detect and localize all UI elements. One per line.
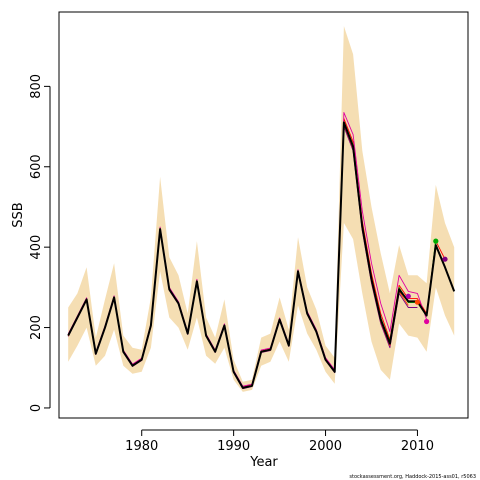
credit-note: stockassessment.org, Haddock-2015-ass01,… (349, 474, 476, 480)
y-axis: 0 200 400 600 800 (29, 74, 51, 412)
y-tick-label: 400 (29, 235, 44, 260)
terminal-point-4 (414, 299, 420, 305)
x-tick-label: 1980 (125, 439, 158, 454)
x-tick-label: 1990 (217, 439, 250, 454)
terminal-point-3 (424, 318, 430, 325)
terminal-point-5 (405, 293, 411, 299)
x-tick-label: 2000 (309, 439, 342, 454)
terminal-point-1 (442, 256, 448, 262)
y-tick-label: 800 (29, 74, 44, 99)
x-axis-label: Year (249, 455, 278, 470)
confidence-band (68, 26, 455, 392)
y-tick-label: 600 (29, 154, 44, 179)
confidence-band-layer (68, 26, 455, 392)
terminal-point-2 (433, 238, 439, 244)
y-tick-label: 200 (29, 315, 44, 340)
x-tick-label: 2010 (401, 439, 434, 454)
ssb-main-line (67, 121, 456, 389)
y-axis-label: SSB (11, 202, 26, 227)
y-tick-label: 0 (29, 404, 44, 412)
terminal-points-layer (405, 238, 448, 325)
series-layer (67, 112, 456, 390)
plot-frame (58, 11, 469, 419)
x-axis: 1980 1990 2000 2010 (125, 429, 434, 454)
